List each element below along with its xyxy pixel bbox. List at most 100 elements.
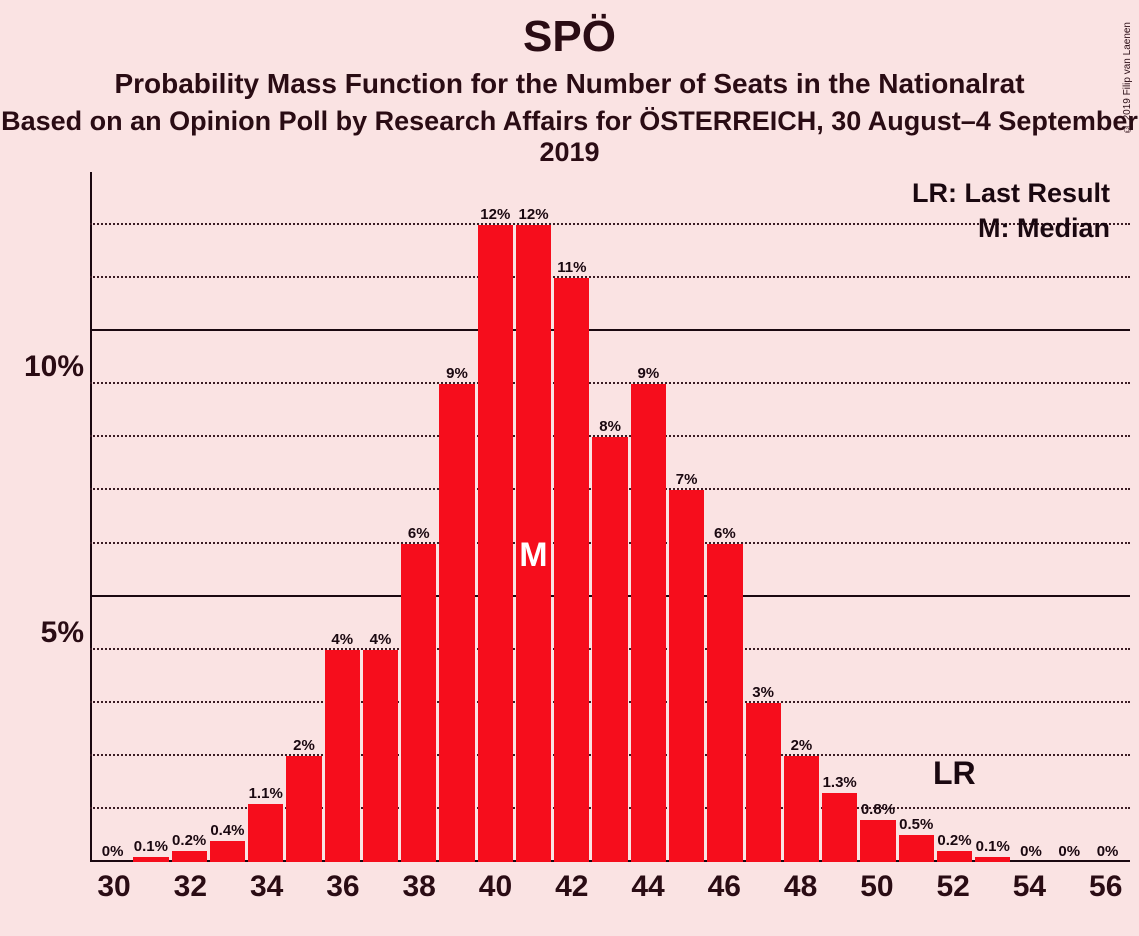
- bar-slot: 1.1%: [248, 172, 283, 862]
- bar-slot: 0%: [1013, 172, 1048, 862]
- bar: 4%: [363, 650, 398, 862]
- bar-slot: 0.1%: [975, 172, 1010, 862]
- bar-value-label: 8%: [599, 418, 621, 435]
- bar-slot: 6%: [707, 172, 742, 862]
- bar-slot: 7%: [669, 172, 704, 862]
- bar: 2%: [286, 756, 321, 862]
- bar: 12%: [478, 225, 513, 862]
- bar: 9%: [439, 384, 474, 862]
- bar: 7%: [669, 490, 704, 862]
- x-tick-label: [133, 870, 171, 904]
- x-tick-label: [209, 870, 247, 904]
- bar: 11%: [554, 278, 589, 862]
- bar-value-label: 2%: [791, 737, 813, 754]
- copyright-text: © 2019 Filip van Laenen: [1122, 22, 1133, 134]
- legend: LR: Last Result M: Median: [912, 178, 1110, 248]
- x-tick-label: 42: [553, 870, 591, 904]
- bar-value-label: 12%: [519, 206, 549, 223]
- x-tick-label: [438, 870, 476, 904]
- bar-value-label: 0%: [1058, 843, 1080, 860]
- bar-value-label: 0%: [102, 843, 124, 860]
- bar-value-label: 12%: [480, 206, 510, 223]
- chart-title: SPÖ: [0, 12, 1139, 62]
- x-tick-label: [286, 870, 324, 904]
- x-tick-label: 44: [629, 870, 667, 904]
- x-axis-labels: 3032343638404244464850525456: [95, 870, 1125, 904]
- bar: 6%: [401, 544, 436, 862]
- bar-slot: 0.2%: [172, 172, 207, 862]
- plot-area: 0%0.1%0.2%0.4%1.1%2%4%4%6%9%12%12%11%8%9…: [90, 172, 1130, 862]
- x-tick-label: [667, 870, 705, 904]
- x-tick-label: [896, 870, 934, 904]
- bar-value-label: 9%: [446, 365, 468, 382]
- bar: 0.4%: [210, 841, 245, 862]
- x-tick-label: 38: [400, 870, 438, 904]
- bar-value-label: 0.4%: [210, 822, 244, 839]
- bar-value-label: 4%: [331, 631, 353, 648]
- bar-value-label: 0.2%: [937, 832, 971, 849]
- bar-value-label: 11%: [557, 259, 586, 276]
- bar-slot: 0.4%: [210, 172, 245, 862]
- bar-slot: 0%: [1090, 172, 1125, 862]
- bar-value-label: 1.3%: [823, 774, 857, 791]
- bar-slot: 1.3%: [822, 172, 857, 862]
- bar: 0.1%: [133, 857, 168, 862]
- bar: 1.1%: [248, 804, 283, 862]
- bar-slot: 9%: [439, 172, 474, 862]
- chart-subtitle: Probability Mass Function for the Number…: [0, 68, 1139, 100]
- bar: 0.8%: [860, 820, 895, 862]
- bar-slot: 12%: [478, 172, 513, 862]
- bar-value-label: 0%: [1097, 843, 1119, 860]
- x-tick-label: [820, 870, 858, 904]
- bar-value-label: 0.8%: [861, 801, 895, 818]
- median-marker: M: [519, 536, 547, 575]
- x-tick-label: 32: [171, 870, 209, 904]
- bar-value-label: 6%: [714, 525, 736, 542]
- bar-value-label: 1.1%: [249, 785, 283, 802]
- bar-value-label: 0.5%: [899, 816, 933, 833]
- bar: 8%: [592, 437, 627, 862]
- x-tick-label: 56: [1087, 870, 1125, 904]
- bar-slot: 4%: [325, 172, 360, 862]
- bar-value-label: 6%: [408, 525, 430, 542]
- y-tick-label: 10%: [24, 350, 84, 384]
- x-tick-label: 54: [1010, 870, 1048, 904]
- bar-value-label: 0.1%: [134, 838, 168, 855]
- legend-lr: LR: Last Result: [912, 178, 1110, 209]
- bar-slot: 0.8%: [860, 172, 895, 862]
- bar-slot: 9%: [631, 172, 666, 862]
- legend-m: M: Median: [912, 213, 1110, 244]
- y-tick-label: 5%: [41, 616, 84, 650]
- bar-value-label: 2%: [293, 737, 315, 754]
- bar-slot: 2%: [784, 172, 819, 862]
- bar-slot: 12%: [516, 172, 551, 862]
- bar: 0.1%: [975, 857, 1010, 862]
- bar-slot: 11%: [554, 172, 589, 862]
- x-tick-label: 36: [324, 870, 362, 904]
- bar: 2%: [784, 756, 819, 862]
- bar-slot: 0.5%: [899, 172, 934, 862]
- x-tick-label: [515, 870, 553, 904]
- bar-value-label: 9%: [638, 365, 660, 382]
- x-tick-label: [743, 870, 781, 904]
- bar-value-label: 7%: [676, 471, 698, 488]
- bar-slot: 8%: [592, 172, 627, 862]
- x-tick-label: 52: [934, 870, 972, 904]
- x-tick-label: [1049, 870, 1087, 904]
- bar: 9%: [631, 384, 666, 862]
- x-tick-label: [362, 870, 400, 904]
- bar-slot: 4%: [363, 172, 398, 862]
- chart-area: 0%0.1%0.2%0.4%1.1%2%4%4%6%9%12%12%11%8%9…: [0, 172, 1139, 932]
- x-tick-label: 34: [248, 870, 286, 904]
- chart-subtitle-2: Based on an Opinion Poll by Research Aff…: [0, 106, 1139, 168]
- bar-value-label: 4%: [370, 631, 392, 648]
- bar: 0.2%: [937, 851, 972, 862]
- x-tick-label: 46: [705, 870, 743, 904]
- last-result-marker: LR: [933, 755, 976, 792]
- bar-slot: 3%: [746, 172, 781, 862]
- bar: 0.5%: [899, 835, 934, 862]
- bar: 0.2%: [172, 851, 207, 862]
- bar-value-label: 0.1%: [976, 838, 1010, 855]
- bar: 6%: [707, 544, 742, 862]
- x-tick-label: 48: [782, 870, 820, 904]
